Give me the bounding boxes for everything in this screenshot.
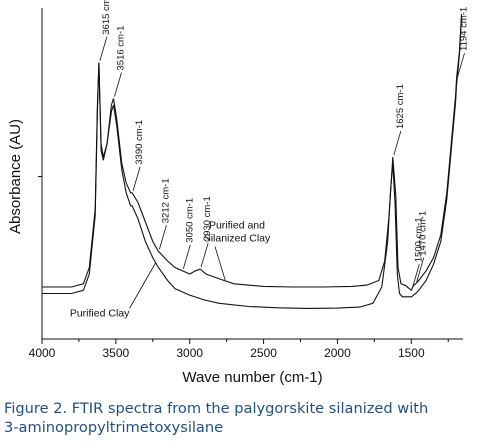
caption-line-1: Figure 2. FTIR spectra from the palygors…	[4, 400, 429, 417]
peak-leader-1625	[393, 130, 402, 156]
curve-label-silanized-line-1: Purified and	[209, 220, 265, 232]
curve-label-purified: Purified Clay	[70, 307, 130, 319]
x-tick-label-2500: 2500	[250, 346, 277, 360]
peak-label-1500: 1500 cm-1	[413, 217, 424, 262]
figure-caption: Figure 2. FTIR spectra from the palygors…	[4, 399, 476, 437]
x-tick-label-1500: 1500	[398, 346, 425, 360]
peak-label-3212: 3212 cm-1	[160, 178, 171, 223]
caption-line-2: 3-aminopropyltrimetoxysilane	[4, 419, 224, 436]
peak-leader-3615	[99, 36, 108, 61]
x-tick-label-4000: 4000	[29, 346, 56, 360]
peak-leader-3390	[132, 166, 141, 191]
curve-leader-silanized	[214, 246, 226, 281]
axes: 4000 3500 3000 2500 2000 1500 Wave number (cm-…	[7, 8, 463, 386]
peak-leader-2930	[200, 243, 209, 268]
peak-label-2930: 2930 cm-1	[202, 196, 213, 241]
y-axis-title: Absorbance (AU)	[7, 119, 24, 234]
peak-leader-3516	[114, 72, 122, 97]
ftir-chart: 4000 3500 3000 2500 2000 1500 Wave number (cm-…	[7, 0, 470, 386]
x-tick-label-3500: 3500	[103, 346, 130, 360]
peak-leader-3212	[159, 225, 167, 250]
series-line-purified-clay	[42, 17, 463, 309]
peak-label-3516: 3516 cm-1	[115, 26, 126, 71]
peak-label-1625: 1625 cm-1	[395, 84, 406, 129]
x-tick-label-3000: 3000	[176, 346, 203, 360]
peak-label-3615: 3615 cm-1	[101, 0, 112, 35]
x-axis-title: Wave number (cm-1)	[182, 369, 322, 386]
peak-label-1470: 1470 cm-1	[418, 211, 429, 256]
peak-leader-3050	[182, 244, 191, 269]
peak-leader-1500	[411, 264, 420, 289]
curve-leader-purified	[129, 262, 157, 309]
peak-label-3050: 3050 cm-1	[184, 198, 195, 243]
peak-label-1194: 1194 cm-1	[459, 7, 470, 51]
curve-label-silanized-line-2: Silanized Clay	[204, 233, 271, 245]
peak-leader-1470	[416, 257, 425, 282]
peak-label-3390: 3390 cm-1	[134, 120, 145, 165]
x-tick-label-2000: 2000	[324, 346, 351, 360]
plot-area	[42, 13, 463, 309]
peak-leader-1194	[457, 52, 465, 78]
